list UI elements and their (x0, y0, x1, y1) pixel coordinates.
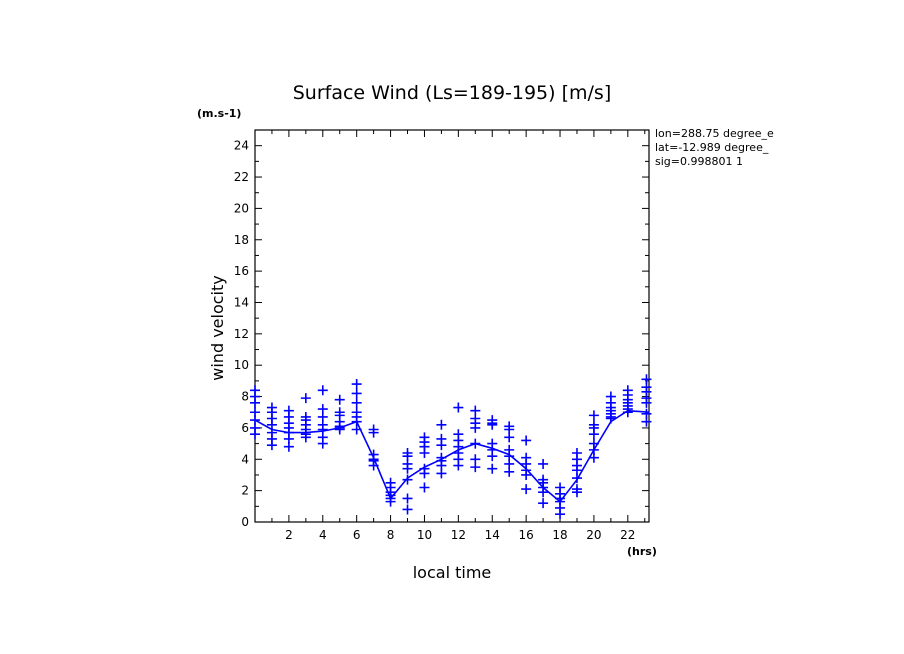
data-point-marker (641, 416, 652, 427)
data-point-marker (588, 452, 599, 463)
data-point-marker (351, 379, 362, 390)
data-point-marker (351, 424, 362, 435)
x-tick-label: 4 (319, 528, 327, 542)
data-point-marker (317, 385, 328, 396)
y-tick-label: 12 (234, 327, 249, 341)
x-tick-label: 10 (417, 528, 432, 542)
data-point-marker (538, 487, 549, 498)
x-tick-label: 16 (518, 528, 533, 542)
data-point-marker (487, 451, 498, 462)
data-point-marker (453, 402, 464, 413)
data-point-marker (571, 487, 582, 498)
mean-line (254, 409, 650, 503)
y-tick-label: 20 (234, 201, 249, 215)
data-point-marker (300, 432, 311, 443)
data-point-marker (470, 438, 481, 449)
y-unit-label: (m.s-1) (197, 107, 241, 120)
y-axis-label: wind velocity (208, 275, 227, 380)
data-point-marker (419, 482, 430, 493)
data-point-marker (334, 424, 345, 435)
data-point-marker (334, 394, 345, 405)
data-point-marker (470, 462, 481, 473)
data-point-marker (588, 429, 599, 440)
data-point-marker (402, 504, 413, 515)
data-point-marker (266, 440, 277, 451)
data-point-marker (487, 463, 498, 474)
x-tick-label: 2 (285, 528, 293, 542)
x-tick-label: 14 (485, 528, 500, 542)
data-point-marker (605, 413, 616, 424)
data-point-marker (419, 468, 430, 479)
y-tick-label: 10 (234, 358, 249, 372)
x-axis-label: local time (413, 563, 492, 582)
y-tick-label: 2 (241, 484, 249, 498)
data-point-marker (504, 466, 515, 477)
y-tick-label: 16 (234, 264, 249, 278)
x-unit-label: (hrs) (627, 545, 657, 558)
data-point-marker (521, 484, 532, 495)
x-tick-label: 20 (586, 528, 601, 542)
y-tick-label: 14 (234, 295, 249, 309)
data-point-marker (538, 458, 549, 469)
data-point-marker (385, 496, 396, 507)
data-point-marker (300, 393, 311, 404)
annotation-sig: sig=0.998801 1 (655, 155, 743, 168)
data-point-marker (402, 474, 413, 485)
x-tick-label: 6 (353, 528, 361, 542)
annotation-lat: lat=-12.989 degree_ (655, 141, 769, 154)
annotation-lon: lon=288.75 degree_e (655, 127, 774, 140)
data-point-marker (317, 438, 328, 449)
data-point-marker (436, 468, 447, 479)
data-point-marker (538, 498, 549, 509)
data-point-marker (402, 463, 413, 474)
data-point-marker (419, 448, 430, 459)
y-tick-label: 6 (241, 421, 249, 435)
y-tick-label: 18 (234, 233, 249, 247)
data-point-marker (250, 429, 260, 440)
data-point-marker (368, 427, 379, 438)
data-point-marker (622, 407, 633, 418)
data-point-marker (504, 432, 515, 443)
y-tick-label: 8 (241, 390, 249, 404)
data-point-marker (588, 410, 599, 421)
data-point-marker (571, 473, 582, 484)
data-point-marker (487, 419, 498, 430)
data-point-marker (641, 397, 652, 408)
data-point-marker (470, 422, 481, 433)
x-tick-label: 22 (620, 528, 635, 542)
data-point-marker (283, 441, 294, 452)
data-point-marker (250, 397, 260, 408)
data-point-marker (436, 440, 447, 451)
chart-title: Surface Wind (Ls=189-195) [m/s] (293, 82, 612, 104)
data-point-marker (351, 397, 362, 408)
y-tick-label: 22 (234, 170, 249, 184)
x-tick-label: 8 (387, 528, 395, 542)
y-tick-label: 24 (234, 139, 249, 153)
x-tick-label: 18 (552, 528, 567, 542)
x-tick-label: 12 (451, 528, 466, 542)
data-point-marker (436, 419, 447, 430)
data-point-marker (453, 460, 464, 471)
data-point-marker (521, 435, 532, 446)
data-point-marker (402, 493, 413, 504)
data-point-marker (351, 388, 362, 399)
data-point-marker (521, 469, 532, 480)
data-point-marker (555, 509, 566, 520)
data-point-marker (368, 460, 379, 471)
plot-frame (254, 129, 650, 523)
y-tick-label: 0 (241, 515, 249, 529)
y-tick-label: 4 (241, 452, 249, 466)
